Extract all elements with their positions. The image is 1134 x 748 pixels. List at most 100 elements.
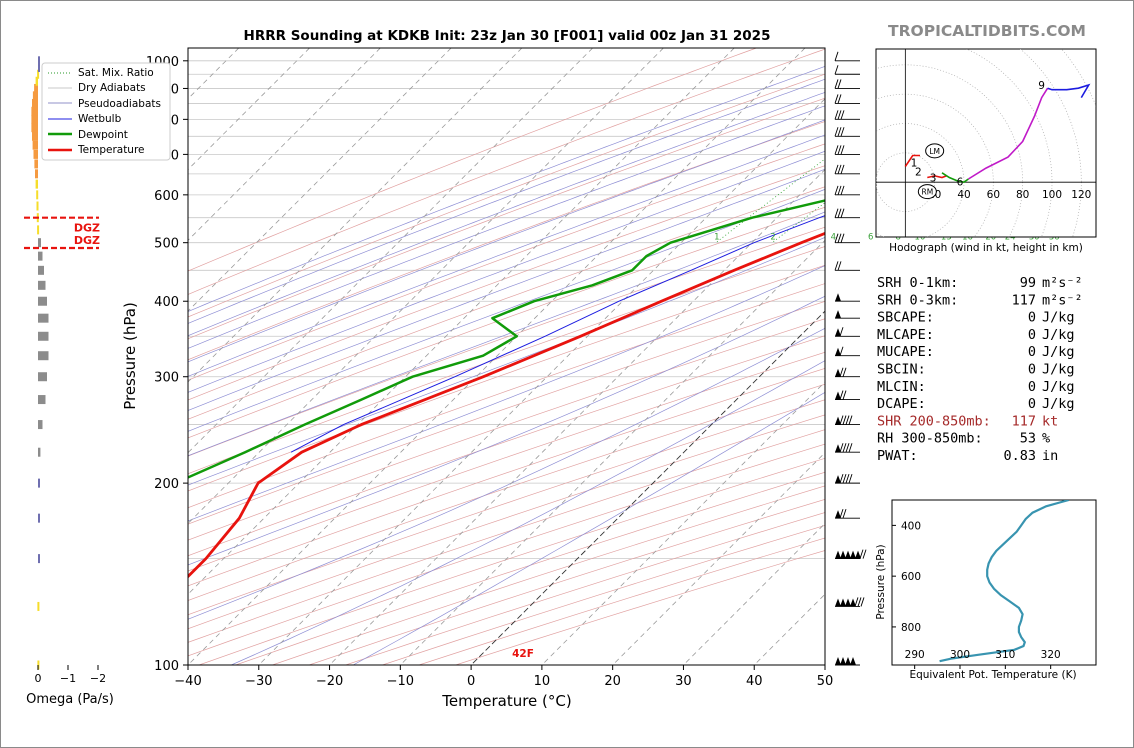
thetae-x-tick-label: 310 [995,649,1015,661]
omega-bar [38,265,44,275]
dry-adiabat-line [188,318,825,541]
hodograph-plot-area [876,49,1096,237]
omega-bar [35,169,38,179]
omega-bar [36,201,39,211]
thetae-x-tick-label: 290 [905,649,925,661]
thetae-y-tick-label: 600 [901,571,921,583]
temperature-tick-label: 40 [746,674,763,689]
index-name: SRH 0-1km: [877,275,958,291]
index-row: RH 300-850mb: 53% [877,431,1050,447]
dry-adiabat-line [188,186,825,420]
index-unit: J/kg [1042,396,1075,412]
index-unit: J/kg [1042,310,1075,326]
hodograph-segment [941,172,969,184]
mixing-ratio-label: 36 [1049,233,1060,243]
index-row: MLCAPE: 0 J/kg [877,327,1075,343]
index-unit: J/kg [1042,344,1075,360]
isotherm-line [470,310,825,665]
dry-adiabat-line [188,165,825,401]
index-unit: m²s⁻² [1042,292,1083,308]
wind-barb [834,164,860,175]
hodograph-frame [875,48,1097,238]
dewpoint-profile [188,199,825,479]
hodograph-height-label: 9 [1038,80,1045,92]
mixing-ratio-label: 10 [915,233,926,243]
index-name: SBCAPE: [877,310,934,326]
pseudoadiabat-line [188,134,825,377]
omega-bar [32,91,38,101]
omega-bar [38,296,47,306]
pseudoadiabat-line [188,211,825,457]
index-value: 0 [1028,310,1036,326]
thetae-frame [891,499,1097,666]
index-unit: J/kg [1042,327,1075,343]
wetbulb-profile [290,215,825,453]
wind-barb [835,327,860,337]
index-row: SHR 200-850mb: 117 kt [877,413,1058,429]
pressure-tick-label: 600 [154,189,179,204]
mixing-ratio-label: 6 [868,233,873,243]
mixing-ratio-label: 30 [1029,233,1040,243]
index-unit: in [1042,448,1058,464]
index-row: SBCAPE: 0 J/kg [877,310,1075,326]
hodograph-tick-label: 40 [957,189,970,201]
temperature-profile [188,231,825,579]
pseudoadiabat-line [231,360,825,665]
mixing-ratio-label: 4 [831,233,836,243]
wind-barb [834,233,860,244]
chart-title: HRRR Sounding at KDKB Init: 23z Jan 30 [… [244,28,771,44]
omega-bar [36,190,39,200]
isotherm-line [188,48,735,595]
pseudoadiabat-line [188,188,825,432]
omega-bar [38,420,43,430]
thetae-y-tick-label: 800 [901,622,921,634]
wind-barb [834,65,860,75]
omega-bar [37,69,40,79]
mixing-ratio-label: 2 [770,233,775,243]
skewt-plot-area [188,48,825,665]
thetae-x-axis-label: Equivalent Pot. Temperature (K) [909,669,1076,681]
omega-bar [38,62,40,72]
index-value: 99 [1020,275,1036,291]
wind-barb [835,310,860,319]
hodograph-height-label: 3 [930,172,937,184]
omega-bar [38,447,41,457]
thetae-panel: 290 300 310 320 400 600 800 [891,499,1097,669]
dry-adiabat-line [188,97,825,340]
index-value: 0 [1028,327,1036,343]
dry-adiabat-line [188,48,825,295]
omega-bar [38,331,49,341]
index-unit: J/kg [1042,362,1075,378]
isotherm-line [188,48,452,312]
temperature-tick-label: −40 [174,674,201,689]
wind-barb [835,657,860,666]
skewt-legend: Sat. Mix. Ratio Dry Adiabats Pseudoadiab… [41,62,171,161]
temperature-tick-label: −20 [316,674,343,689]
dry-adiabat-line [188,143,825,381]
mixing-ratio-label: 1 [714,233,719,243]
omega-x-axis-label: Omega (Pa/s) [26,692,114,707]
dgz-bottom-label: DGZ [74,222,100,235]
wind-barb [834,261,860,271]
omega-bar [38,395,46,405]
storm-motion-marker [925,143,945,159]
mixing-ratio-label: 24 [1005,233,1016,243]
legend-label-dry-adiabats: Dry Adiabats [78,82,146,94]
hodograph-segment [967,87,1049,180]
wind-barb [835,443,860,453]
hodograph-height-label: 1 [911,158,918,170]
dry-adiabat-line [188,246,825,475]
mixing-ratio-label: 20 [985,233,996,243]
hodograph-segment [927,175,947,179]
wind-barb [835,390,860,401]
thetae-profile [939,500,1070,663]
temperature-tick-label: 0 [467,674,475,689]
wind-barb [834,145,860,155]
dry-adiabat-line [188,226,825,457]
wind-barb [835,509,860,519]
index-name: SRH 0-3km: [877,292,958,308]
wind-barb [834,208,860,219]
pseudoadiabat-line [188,295,825,566]
wind-barb [835,473,860,484]
pressure-tick-label: 500 [154,237,179,252]
